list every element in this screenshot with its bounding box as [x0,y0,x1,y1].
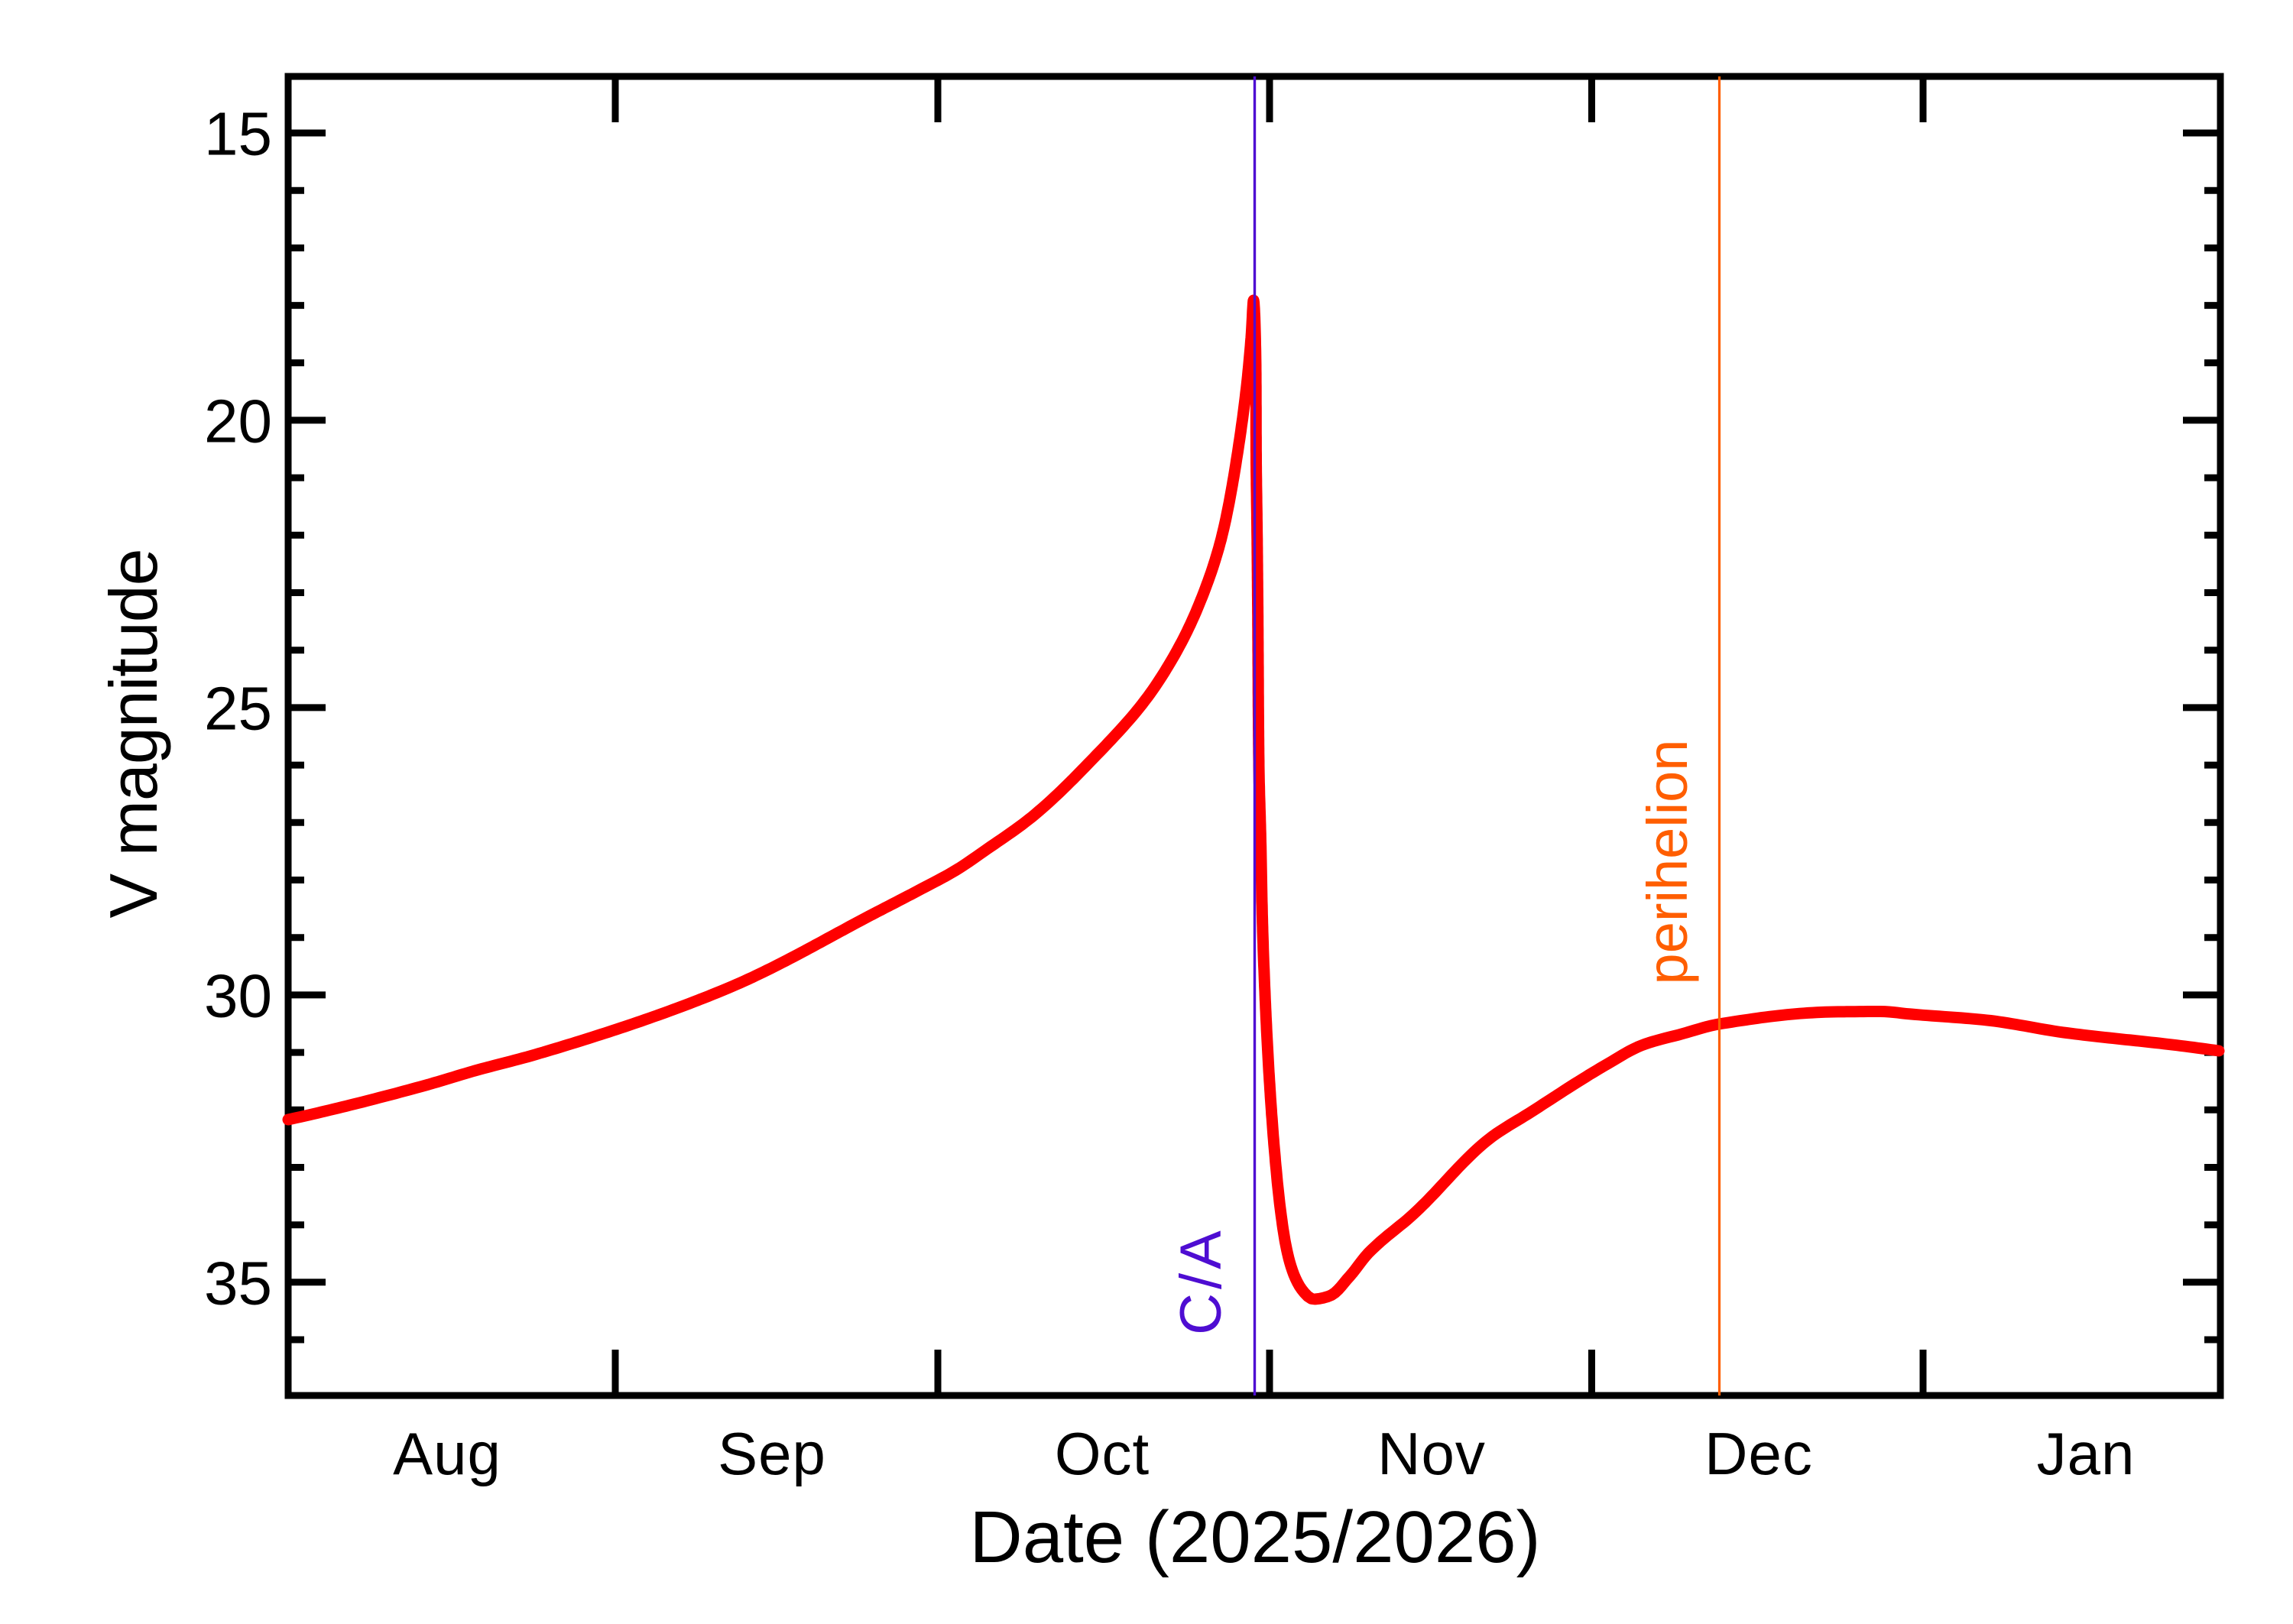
svg-text:perihelion: perihelion [1636,740,1699,985]
svg-text:Jan: Jan [2037,1420,2136,1487]
svg-text:35: 35 [204,1249,272,1317]
svg-text:C/A: C/A [1169,1227,1234,1335]
svg-text:15: 15 [204,100,272,168]
svg-text:20: 20 [204,387,272,455]
svg-text:V magnitude: V magnitude [96,549,171,918]
svg-text:Aug: Aug [393,1420,501,1487]
svg-text:25: 25 [204,674,272,742]
svg-text:Date (2025/2026): Date (2025/2026) [969,1496,1540,1578]
svg-text:Nov: Nov [1377,1420,1486,1487]
svg-text:Oct: Oct [1055,1420,1150,1487]
svg-text:Dec: Dec [1704,1420,1813,1487]
svg-text:30: 30 [204,961,272,1029]
svg-text:Sep: Sep [718,1420,826,1487]
